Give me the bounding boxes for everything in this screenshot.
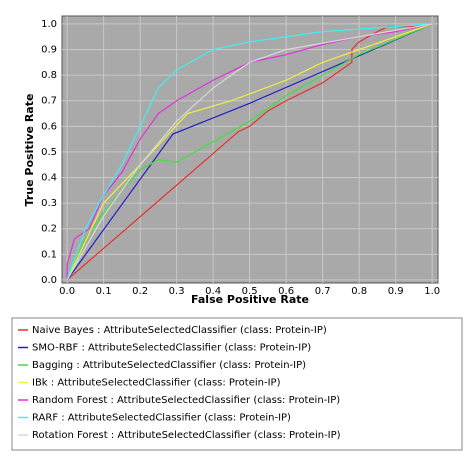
roc-line: [66, 23, 433, 281]
legend: [11, 317, 463, 451]
x-tick-label: 0.0: [59, 286, 75, 297]
roc-line: [66, 23, 433, 281]
y-tick-label: 0.4: [41, 173, 57, 184]
roc-line: [66, 23, 433, 281]
y-tick-label: 0.3: [41, 198, 57, 209]
y-tick-label: 0.9: [41, 45, 57, 56]
y-tick-label: 0.2: [41, 224, 57, 235]
x-tick-label: 0.7: [315, 286, 331, 297]
x-tick-label: 0.9: [388, 286, 404, 297]
x-tick-label: 0.2: [132, 286, 148, 297]
y-tick-label: 0.5: [41, 147, 57, 158]
roc-line: [66, 23, 433, 281]
x-tick-label: 1.0: [424, 286, 440, 297]
x-tick-label: 0.5: [242, 286, 258, 297]
x-axis-title: False Positive Rate: [191, 293, 309, 306]
x-tick-label: 0.4: [205, 286, 221, 297]
x-tick-label: 0.3: [169, 286, 185, 297]
legend-label: RARF : AttributeSelectedClassifier (clas…: [32, 413, 291, 424]
legend-label: Bagging : AttributeSelectedClassifier (c…: [32, 360, 306, 371]
y-tick-label: 0.1: [41, 249, 57, 260]
y-tick-label: 0.6: [41, 121, 57, 132]
legend-label: IBk : AttributeSelectedClassifier (class…: [32, 378, 281, 389]
y-tick-label: 0.7: [41, 96, 57, 107]
legend-label: Random Forest : AttributeSelectedClassif…: [32, 395, 340, 406]
roc-line: [66, 23, 433, 281]
y-tick-label: 0.8: [41, 70, 57, 81]
y-axis-title: True Positive Rate: [23, 94, 36, 207]
roc-line: [66, 23, 433, 280]
legend-label: Rotation Forest : AttributeSelectedClass…: [32, 430, 341, 441]
legend-label: Naive Bayes : AttributeSelectedClassifie…: [32, 325, 327, 336]
legend-label: SMO-RBF : AttributeSelectedClassifier (c…: [32, 343, 311, 354]
x-tick-label: 0.8: [351, 286, 367, 297]
x-tick-label: 0.6: [278, 286, 294, 297]
y-tick-label: 1.0: [41, 19, 57, 30]
x-tick-label: 0.1: [96, 286, 112, 297]
y-tick-label: 0.0: [41, 275, 57, 286]
